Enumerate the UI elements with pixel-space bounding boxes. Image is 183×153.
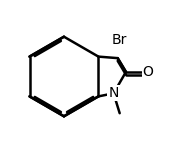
Text: N: N [108,86,119,100]
Text: O: O [143,65,154,79]
Text: Br: Br [111,33,127,47]
